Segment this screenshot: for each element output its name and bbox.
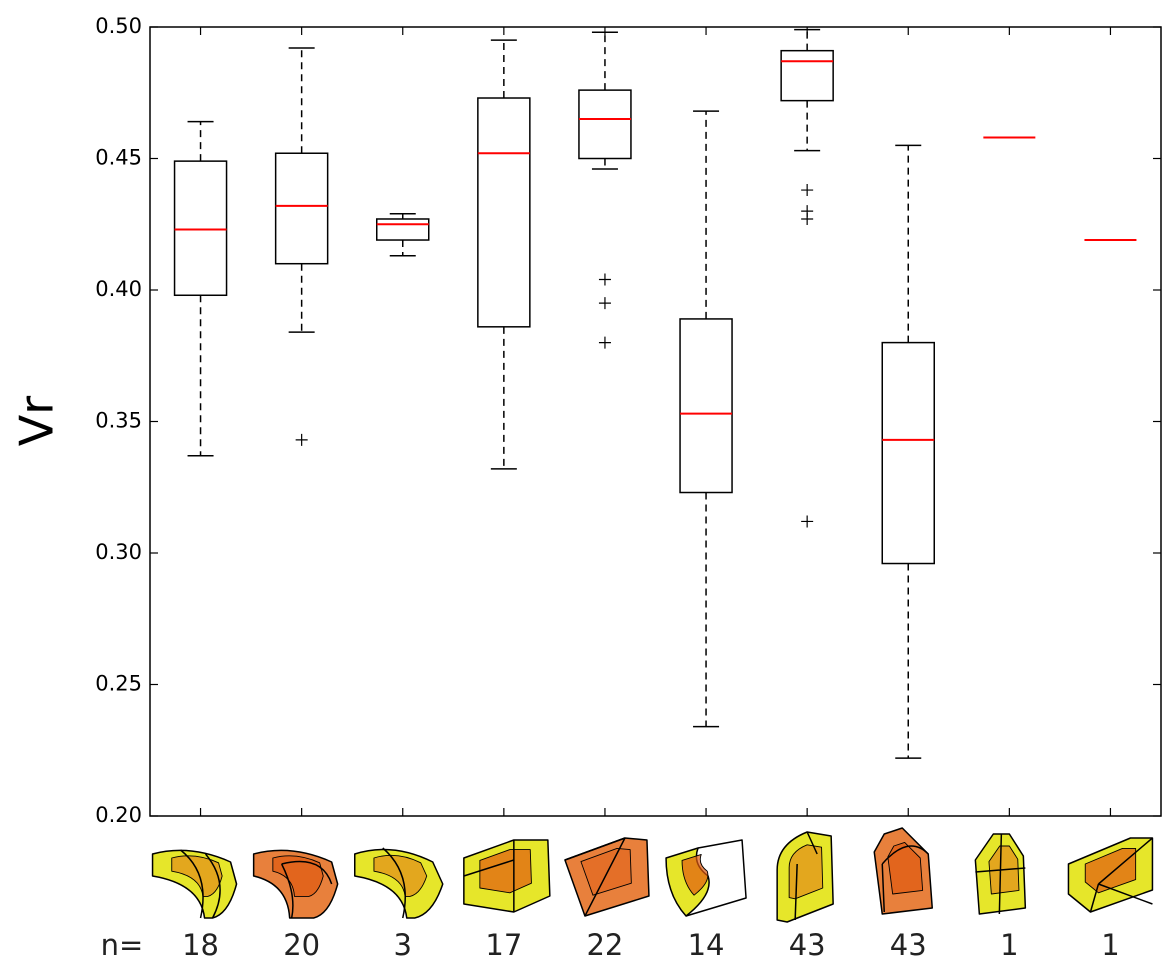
icon-part [373, 854, 428, 897]
icon-edge [975, 833, 1026, 915]
outlier [598, 297, 611, 310]
outlier [598, 336, 611, 349]
n-label: 1 [1101, 928, 1119, 962]
n-label: 22 [586, 928, 623, 962]
icons [151, 827, 1154, 923]
outlier [801, 515, 814, 528]
icon [151, 849, 238, 919]
box [780, 49, 834, 102]
box [578, 89, 632, 160]
n-label: 14 [688, 928, 725, 962]
y-tick-label: 0.25 [95, 672, 142, 696]
box [376, 218, 430, 241]
y-tick-label: 0.30 [95, 540, 142, 564]
y-tick-label: 0.50 [95, 14, 142, 38]
y-tick-label: 0.45 [95, 146, 142, 170]
icon-edge [685, 839, 747, 917]
y-tick-label: 0.20 [95, 803, 142, 827]
icon-part [171, 855, 223, 897]
n-label: 1 [1000, 928, 1018, 962]
plot-frame [149, 26, 1162, 817]
n-label: 43 [789, 928, 826, 962]
icon [974, 833, 1027, 915]
icon [1067, 837, 1154, 913]
box [477, 97, 531, 328]
n-label: 18 [182, 928, 219, 962]
box [881, 341, 935, 565]
icon [776, 831, 834, 923]
n-label: 3 [394, 928, 412, 962]
icon-edge [794, 831, 818, 921]
box [274, 152, 329, 265]
box [679, 318, 733, 494]
icon-edge [1089, 837, 1153, 913]
outlier [801, 212, 814, 225]
icon [252, 849, 339, 919]
icon-part [887, 841, 924, 895]
icon [354, 847, 444, 919]
n-label: 43 [890, 928, 927, 962]
y-tick-label: 0.40 [95, 277, 142, 301]
icon-edge [280, 860, 333, 919]
icon [463, 839, 551, 913]
icon-part [479, 849, 532, 894]
icon-body [151, 849, 238, 919]
icon-part [788, 844, 824, 900]
icon-part [1084, 847, 1137, 894]
icon [665, 839, 747, 917]
outlier [598, 273, 611, 286]
icon-body [776, 831, 834, 923]
outlier [801, 184, 814, 197]
icon-edge [463, 840, 515, 912]
y-tick-label: 0.35 [95, 409, 142, 433]
n-label: 17 [485, 928, 522, 962]
icon-edge [564, 837, 626, 917]
box [173, 160, 228, 297]
icon-edge [881, 845, 929, 913]
outlier [295, 433, 308, 446]
icon [564, 837, 650, 917]
y-axis-label: Vr [10, 396, 64, 446]
n-prefix: n= [101, 928, 144, 962]
icon-body [354, 848, 444, 919]
icon [873, 827, 933, 915]
icon-edge [382, 847, 406, 919]
icon-edge [180, 849, 221, 919]
icon-part [272, 855, 324, 897]
icon-part [580, 847, 632, 896]
icon-part [681, 853, 709, 896]
n-label: 20 [283, 928, 320, 962]
